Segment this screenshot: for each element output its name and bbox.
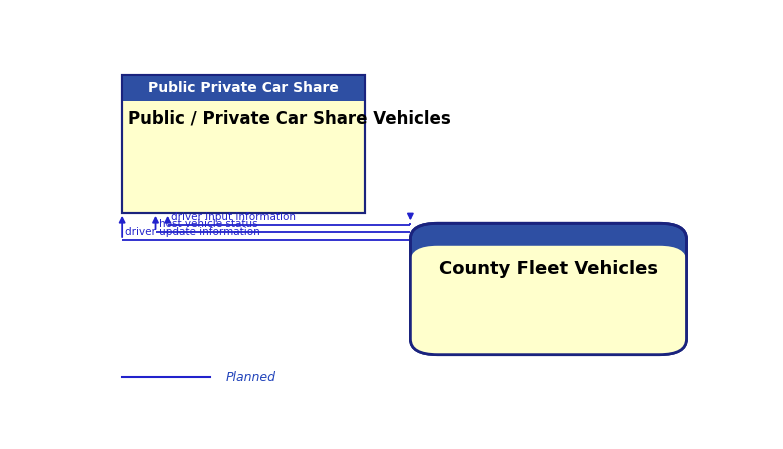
Text: Public / Private Car Share Vehicles: Public / Private Car Share Vehicles bbox=[128, 109, 451, 127]
Text: host vehicle status: host vehicle status bbox=[158, 219, 257, 229]
Text: driver update information: driver update information bbox=[125, 227, 260, 237]
Text: County Fleet Vehicles: County Fleet Vehicles bbox=[439, 260, 658, 277]
Text: Planned: Planned bbox=[226, 370, 276, 383]
FancyBboxPatch shape bbox=[122, 75, 365, 213]
FancyBboxPatch shape bbox=[410, 223, 687, 355]
Text: driver input information: driver input information bbox=[171, 212, 296, 222]
FancyBboxPatch shape bbox=[410, 246, 687, 355]
FancyBboxPatch shape bbox=[122, 75, 365, 101]
Text: Public Private Car Share: Public Private Car Share bbox=[148, 80, 339, 95]
